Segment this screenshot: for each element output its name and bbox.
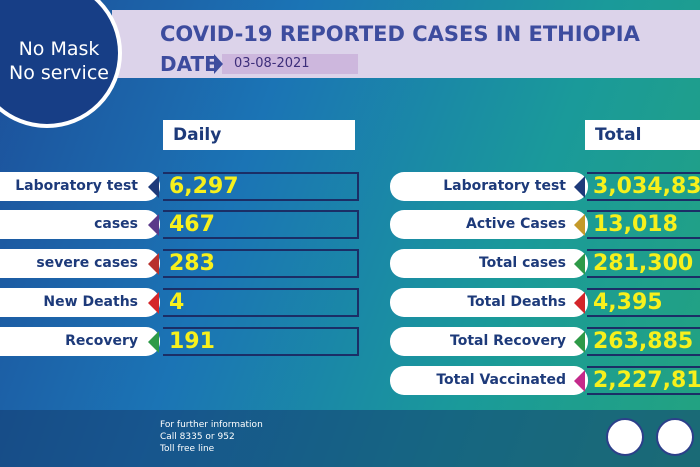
date: 03-08-2021 <box>222 54 358 74</box>
footer-line: For further information <box>160 420 263 430</box>
footer-line: Call 8335 or 952 <box>160 432 235 442</box>
total-heading: Total <box>585 120 700 150</box>
row-value: 467 <box>163 210 359 239</box>
row-arrow <box>574 253 585 275</box>
date-arrow <box>214 54 223 74</box>
row-arrow <box>148 253 159 275</box>
row-label: Total Recovery <box>390 327 588 356</box>
row-value: 283 <box>163 249 359 278</box>
row-arrow <box>574 370 585 392</box>
row-label: cases <box>0 210 160 239</box>
row-label: Recovery <box>0 327 160 356</box>
row-value: 4 <box>163 288 359 317</box>
title: COVID-19 REPORTED CASES IN ETHIOPIA <box>160 22 640 46</box>
row-arrow <box>148 176 159 198</box>
row-arrow <box>574 331 585 353</box>
row-label: severe cases <box>0 249 160 278</box>
row-arrow <box>148 292 159 314</box>
row-label: Total Vaccinated <box>390 366 588 395</box>
row-value: 263,885 <box>587 327 700 356</box>
slogan-line: No Mask <box>18 38 100 60</box>
row-arrow <box>574 292 585 314</box>
row-label: Total cases <box>390 249 588 278</box>
row-arrow <box>148 331 159 353</box>
row-value: 191 <box>163 327 359 356</box>
header-banner <box>112 10 700 78</box>
row-label: Active Cases <box>390 210 588 239</box>
slogan-line: No service <box>9 62 109 84</box>
row-arrow <box>148 214 159 236</box>
row-value: 13,018 <box>587 210 700 239</box>
logo <box>656 418 694 456</box>
row-arrow <box>574 214 585 236</box>
row-value: 6,297 <box>163 172 359 201</box>
row-label: Laboratory test <box>390 172 588 201</box>
row-arrow <box>574 176 585 198</box>
row-label: Total Deaths <box>390 288 588 317</box>
row-value: 2,227,813 <box>587 366 700 395</box>
row-label: Laboratory test <box>0 172 160 201</box>
row-value: 4,395 <box>587 288 700 317</box>
logo <box>606 418 644 456</box>
date-label: DATE <box>160 52 218 76</box>
row-label: New Deaths <box>0 288 160 317</box>
footer <box>0 410 700 467</box>
daily-heading: Daily <box>163 120 355 150</box>
slogan-circle: No Mask No service <box>0 0 122 128</box>
footer-line: Toll free line <box>160 444 215 454</box>
row-value: 281,300 <box>587 249 700 278</box>
row-value: 3,034,839 <box>587 172 700 201</box>
